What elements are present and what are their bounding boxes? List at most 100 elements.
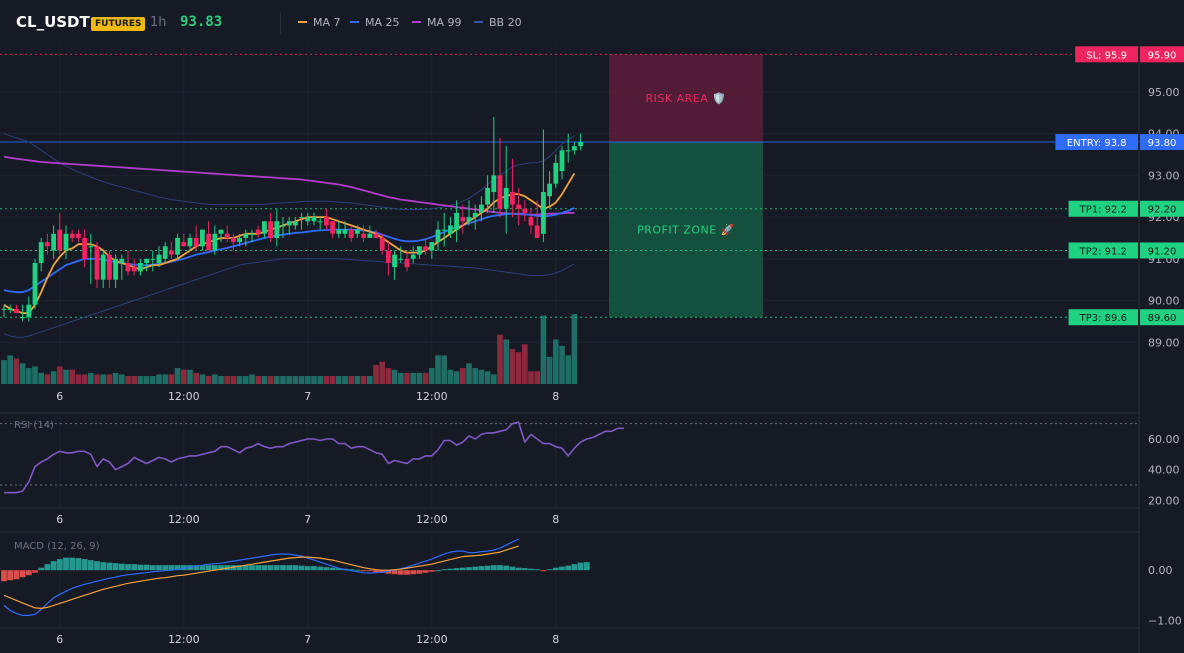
volume-bar [391,369,398,384]
level-tag [1068,242,1138,259]
volume-bar [466,363,472,384]
candle-body [491,175,497,193]
volume-bar [342,376,348,384]
level-price-tag [1140,242,1184,259]
volume-bar [199,374,206,384]
volume-bar [422,372,429,384]
ma99-line [3,155,575,216]
bb20-swatch [474,21,483,23]
candle-body [212,233,218,251]
candle-body [7,308,13,310]
macd-histogram-bar [193,565,200,571]
candle-body [88,246,94,248]
candle-body [497,175,503,209]
volume-bar [280,376,286,384]
macd-histogram-bar [583,562,590,571]
volume-bar [7,355,13,384]
chart-header: CL_USDT FUTURES 1h 93.83 MA 7 MA 25 MA 9… [0,0,1184,46]
price-time-tick: 12:00 [168,390,200,403]
volume-bar [50,371,57,384]
macd-histogram-bar [131,564,138,571]
candle-body [355,229,360,234]
candle-body [268,221,273,238]
candle-body [249,233,255,235]
candle-body [361,233,366,238]
bb-lower-line [3,258,575,338]
candle-body [330,221,335,234]
macd-histogram-bar [478,566,485,571]
macd-time-tick: 8 [552,633,559,646]
macd-histogram-bar [50,561,57,571]
candle-body [392,254,397,268]
macd-histogram-bar [317,566,324,571]
volume-bar [174,368,181,384]
volume-bar [441,355,447,384]
volume-bar [491,374,497,384]
level-tag [1055,133,1138,150]
volume-bar [162,374,168,384]
candle-body [448,225,453,234]
volume-bar [317,376,323,384]
macd-histogram-bar [242,565,249,571]
level-tag [1075,46,1138,63]
volume-bar [236,376,243,384]
macd-histogram-bar [143,564,150,571]
volume-bar [553,339,559,384]
macd-signal-line [3,545,519,610]
legend-ma25[interactable]: MA 25 [350,16,400,29]
candle-body [206,233,211,251]
volume-bar [311,376,317,384]
candle-body [342,229,348,234]
legend-ma99[interactable]: MA 99 [412,16,462,29]
macd-histogram-bar [100,562,107,571]
level-tag-label: TP1: 92.2 [1079,205,1127,216]
volume-bar [460,368,466,384]
macd-histogram-bar [422,570,429,573]
macd-histogram-bar [174,565,181,571]
candle-body [299,217,304,219]
candle-body [243,233,249,238]
volume-bar [447,369,454,384]
legend-bb20[interactable]: BB 20 [474,16,522,29]
volume-bar [540,315,547,384]
level-price-tag [1140,46,1184,63]
volume-bar [534,371,540,384]
macd-histogram-bar [19,570,26,578]
candle-body [404,258,410,268]
rsi-title: RSI (14) [14,420,54,431]
volume-bar [435,355,441,384]
level-tag [1068,309,1138,326]
candle-body [1,308,7,310]
volume-bar [205,376,212,384]
candle-body [63,233,69,251]
volume-bar [509,349,516,384]
volume-bar [131,376,137,384]
volume-bar [373,364,379,384]
macd-line [3,538,519,617]
candle-body [417,246,422,255]
candle-body [131,267,137,272]
candle-body [286,221,292,226]
macd-histogram-bar [87,560,94,571]
legend-ma7-label: MA 7 [313,16,341,29]
candle-body [373,233,379,238]
timeframe-selector[interactable]: 1h [150,15,167,30]
macd-histogram-bar [149,565,156,571]
candle-body [305,217,311,222]
volume-bar [404,372,410,384]
macd-histogram-bar [391,570,398,575]
macd-histogram-bar [211,565,218,571]
volume-bar [565,355,571,384]
volume-bar [75,374,82,384]
candle-body [510,192,515,205]
macd-histogram-bar [168,565,175,571]
volume-bar [360,376,367,384]
symbol-name[interactable]: CL_USDT [16,13,90,31]
volume-bar [150,376,156,384]
legend-ma7[interactable]: MA 7 [298,16,341,29]
candle-body [503,187,509,209]
volume-bar [274,376,280,384]
macd-histogram-bar [559,566,565,571]
macd-histogram-bar [81,559,88,571]
